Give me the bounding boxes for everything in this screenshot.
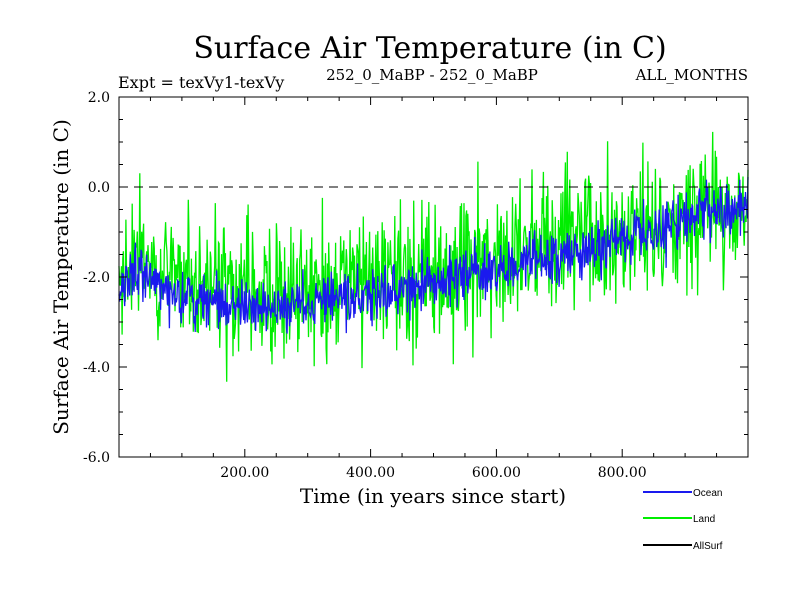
series-line-ocean [118, 176, 749, 334]
y-axis-ticks: -6.0 -4.0 -2.0 0.0 2.0 [83, 90, 748, 466]
legend: Ocean Land AllSurf [643, 488, 723, 552]
subtitle-center: 252_0_MaBP - 252_0_MaBP [326, 66, 538, 84]
y-axis-label: Surface Air Temperature (in C) [49, 119, 73, 435]
x-tick-label: 400.00 [346, 465, 395, 481]
x-axis-ticks: 200.00 400.00 600.00 800.00 [149, 97, 718, 481]
y-tick-label: 2.0 [88, 90, 110, 106]
y-tick-label: -4.0 [83, 360, 110, 376]
subtitle-right: ALL_MONTHS [635, 66, 748, 84]
legend-label-allsurf: AllSurf [693, 541, 723, 552]
chart-title: Surface Air Temperature (in C) [193, 31, 666, 66]
x-axis-label: Time (in years since start) [300, 484, 566, 508]
series-line-land [118, 131, 749, 382]
x-tick-label: 200.00 [220, 465, 269, 481]
legend-label-land: Land [693, 514, 715, 525]
y-tick-label: -2.0 [83, 270, 110, 286]
y-tick-label: 0.0 [88, 180, 110, 196]
x-tick-label: 800.00 [598, 465, 647, 481]
legend-label-ocean: Ocean [693, 488, 722, 499]
subtitle-left: Expt = texVy1-texVy [118, 73, 284, 92]
series-layer [118, 131, 749, 382]
x-tick-label: 600.00 [472, 465, 521, 481]
y-tick-label: -6.0 [83, 450, 110, 466]
